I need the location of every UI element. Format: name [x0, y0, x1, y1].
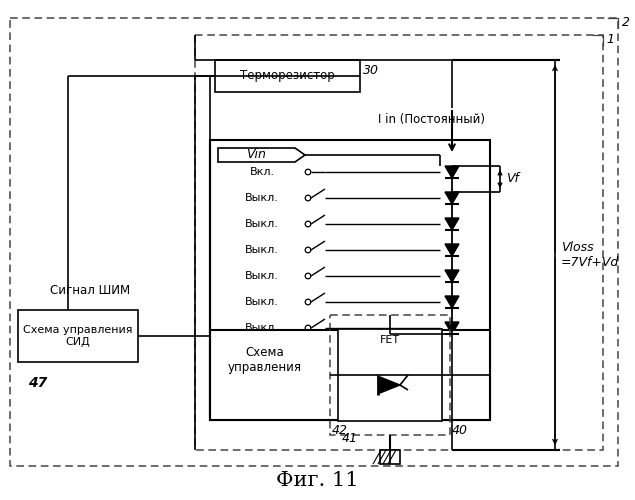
Bar — [10, 18, 618, 466]
Text: Vloss
=7Vf+Vd: Vloss =7Vf+Vd — [561, 241, 619, 269]
Bar — [210, 330, 490, 420]
Polygon shape — [380, 377, 400, 393]
Text: Выкл.: Выкл. — [245, 245, 279, 255]
Text: Фиг. 11: Фиг. 11 — [276, 471, 359, 490]
Bar — [330, 315, 450, 435]
Text: 40: 40 — [452, 424, 468, 438]
Bar — [338, 329, 442, 421]
Polygon shape — [445, 166, 459, 178]
Text: Терморезистор: Терморезистор — [240, 70, 335, 82]
Text: Выкл.: Выкл. — [245, 219, 279, 229]
Bar — [215, 60, 360, 92]
Text: Vin: Vin — [246, 148, 266, 162]
Text: Схема управления
СИД: Схема управления СИД — [23, 325, 133, 347]
Bar — [195, 35, 603, 450]
Text: Выкл.: Выкл. — [245, 193, 279, 203]
Text: 41: 41 — [342, 432, 358, 445]
Text: FET: FET — [380, 335, 400, 345]
Text: Выкл.: Выкл. — [245, 323, 279, 333]
Text: Выкл.: Выкл. — [245, 297, 279, 307]
Text: Схема
управления: Схема управления — [228, 346, 302, 374]
Polygon shape — [445, 218, 459, 230]
Polygon shape — [445, 244, 459, 256]
Polygon shape — [445, 192, 459, 204]
Text: Vf: Vf — [506, 172, 519, 186]
Polygon shape — [218, 148, 305, 162]
Bar — [210, 140, 490, 420]
Text: Сигнал ШИМ: Сигнал ШИМ — [50, 284, 130, 296]
Text: Выкл.: Выкл. — [245, 271, 279, 281]
Polygon shape — [445, 270, 459, 282]
Bar — [18, 310, 138, 362]
Text: 1: 1 — [606, 33, 614, 46]
Text: 42: 42 — [332, 424, 348, 436]
Text: Вкл.: Вкл. — [250, 167, 274, 177]
Text: 47: 47 — [29, 376, 48, 390]
Polygon shape — [445, 296, 459, 308]
Bar — [380, 450, 400, 464]
Text: 30: 30 — [363, 64, 379, 76]
Text: I in (Постоянный): I in (Постоянный) — [378, 114, 486, 126]
Text: 2: 2 — [622, 16, 630, 29]
Polygon shape — [445, 322, 459, 334]
